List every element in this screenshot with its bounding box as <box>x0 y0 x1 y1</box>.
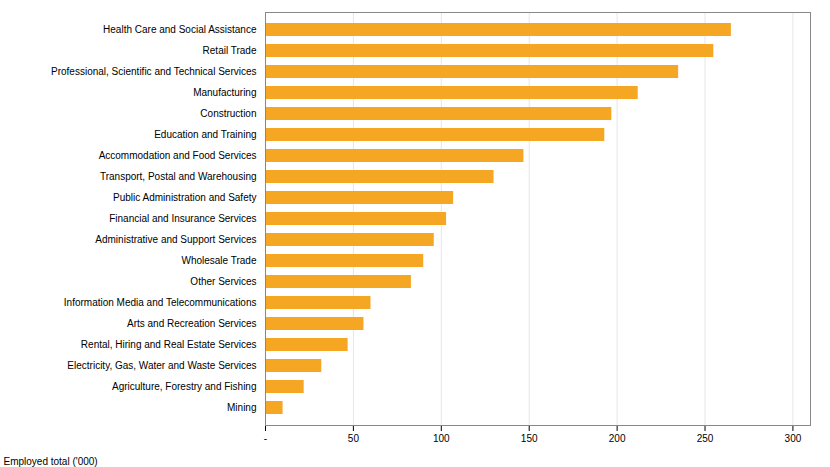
svg-text:Transport, Postal and Warehous: Transport, Postal and Warehousing <box>100 171 257 182</box>
svg-text:Public Administration and Safe: Public Administration and Safety <box>113 192 256 203</box>
svg-text:Health Care and Social Assista: Health Care and Social Assistance <box>103 24 257 35</box>
svg-text:50: 50 <box>348 433 360 444</box>
svg-text:Arts and Recreation Services: Arts and Recreation Services <box>127 318 257 329</box>
svg-text:-: - <box>264 433 267 444</box>
svg-text:Manufacturing: Manufacturing <box>193 87 256 98</box>
svg-text:Electricity, Gas, Water and Wa: Electricity, Gas, Water and Waste Servic… <box>67 360 256 371</box>
svg-text:Rental, Hiring and Real Estate: Rental, Hiring and Real Estate Services <box>81 339 257 350</box>
svg-text:Agriculture, Forestry and Fish: Agriculture, Forestry and Fishing <box>112 381 257 392</box>
svg-text:300: 300 <box>785 433 802 444</box>
svg-text:Other Services: Other Services <box>190 276 256 287</box>
svg-text:Accommodation and Food Service: Accommodation and Food Services <box>99 150 257 161</box>
svg-text:Information Media and Telecomm: Information Media and Telecommunications <box>64 297 257 308</box>
svg-text:Retail Trade: Retail Trade <box>203 45 257 56</box>
svg-text:Construction: Construction <box>200 108 256 119</box>
svg-text:Mining: Mining <box>227 402 256 413</box>
svg-text:100: 100 <box>433 433 450 444</box>
svg-text:Administrative and Support Ser: Administrative and Support Services <box>95 234 256 245</box>
svg-text:Education and Training: Education and Training <box>154 129 256 140</box>
svg-text:Wholesale Trade: Wholesale Trade <box>181 255 256 266</box>
svg-text:150: 150 <box>521 433 538 444</box>
svg-text:250: 250 <box>697 433 714 444</box>
svg-text:200: 200 <box>609 433 626 444</box>
svg-text:Employed total ('000): Employed total ('000) <box>4 456 98 467</box>
svg-text:Professional, Scientific and T: Professional, Scientific and Technical S… <box>51 66 256 77</box>
svg-text:Financial and Insurance Servic: Financial and Insurance Services <box>109 213 256 224</box>
